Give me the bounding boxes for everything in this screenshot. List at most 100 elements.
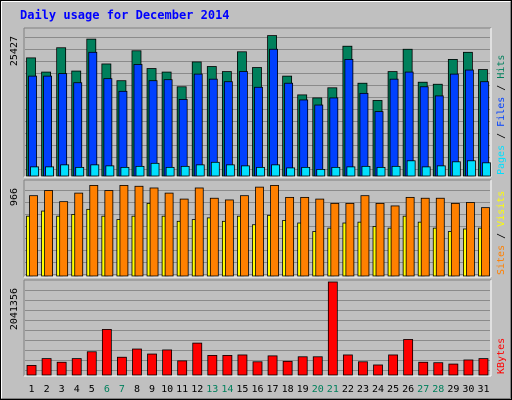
bar-sites	[300, 196, 310, 277]
bar-sites	[390, 205, 400, 277]
legend-pages: Pages	[496, 145, 507, 175]
bar-pages	[482, 162, 491, 177]
bar-pages	[271, 164, 280, 177]
bar-files	[88, 51, 98, 177]
bar-kbytes	[86, 351, 97, 376]
bar-kbytes	[177, 360, 188, 376]
legend-separator: /	[496, 127, 507, 145]
x-tick-label: 29	[447, 384, 459, 395]
bar-kbytes	[463, 359, 474, 376]
bar-pages	[436, 165, 446, 177]
y-axis-max-label: 25427	[9, 36, 20, 66]
bar-sites	[164, 192, 174, 277]
bar-files	[374, 111, 384, 177]
x-tick-label: 25	[387, 384, 399, 395]
plot-area	[24, 280, 491, 376]
bar-files	[133, 64, 143, 177]
x-tick-label: 17	[267, 384, 279, 395]
x-tick-label: 21	[327, 384, 339, 395]
bar-pages	[105, 165, 115, 177]
legend: Pages / Files / Hits	[496, 55, 507, 175]
bar-files	[239, 71, 248, 177]
bar-kbytes	[297, 356, 308, 376]
bar-files	[193, 73, 203, 177]
bar-sites	[240, 195, 249, 277]
bar-files	[359, 92, 369, 177]
x-tick-label: 27	[417, 384, 429, 395]
legend: Sites / Visits	[496, 191, 507, 275]
bar-sites	[59, 201, 69, 277]
bar-pages	[150, 162, 160, 177]
bar-pages	[90, 164, 100, 177]
bar-kbytes	[222, 355, 233, 376]
x-tick-label: 20	[312, 384, 324, 395]
x-tick-label: 28	[432, 384, 444, 395]
bar-kbytes	[403, 339, 414, 376]
bar-sites	[29, 195, 38, 277]
bar-sites	[435, 197, 445, 277]
x-tick-label: 9	[149, 384, 155, 395]
bar-sites	[149, 187, 159, 277]
bar-sites	[209, 197, 219, 277]
bar-pages	[210, 161, 220, 177]
bar-kbytes	[327, 281, 338, 376]
bar-files	[148, 80, 158, 177]
bar-kbytes	[433, 362, 444, 376]
bar-files	[208, 78, 218, 177]
bar-sites	[466, 202, 475, 277]
bar-sites	[255, 186, 264, 277]
legend-files: Files	[496, 97, 507, 127]
bar-kbytes	[418, 361, 429, 376]
legend-separator: /	[496, 227, 507, 245]
bar-pages	[60, 164, 70, 177]
bar-kbytes	[448, 363, 459, 376]
bar-sites	[89, 185, 99, 277]
bar-files	[58, 73, 68, 177]
bar-kbytes	[207, 355, 218, 376]
x-tick-label: 5	[89, 384, 95, 395]
bar-sites	[481, 207, 490, 277]
x-tick-label: 23	[357, 384, 369, 395]
bar-files	[480, 81, 489, 177]
legend-separator: /	[496, 79, 507, 97]
bar-pages	[376, 166, 386, 177]
bar-sites	[179, 198, 189, 277]
x-tick-label: 18	[282, 384, 294, 395]
x-tick-label: 30	[462, 384, 474, 395]
x-tick-label: 8	[134, 384, 140, 395]
panel-hits-files-pages: 25427 Pages / Files / Hits	[9, 27, 507, 178]
bar-kbytes	[147, 353, 157, 376]
bar-files	[163, 79, 173, 177]
legend-kbytes: KBytes	[496, 338, 507, 374]
bar-pages	[467, 160, 476, 177]
x-tick-label: 3	[59, 384, 65, 395]
bar-files	[73, 82, 83, 177]
bar-kbytes	[132, 348, 142, 376]
bar-kbytes	[312, 356, 323, 376]
bar-files	[434, 95, 444, 177]
x-tick-label: 10	[161, 384, 173, 395]
x-tick-label: 6	[104, 384, 110, 395]
bar-sites	[360, 195, 370, 277]
bar-sites	[194, 187, 204, 277]
x-tick-label: 16	[251, 384, 263, 395]
bar-files	[103, 78, 113, 177]
bar-pages	[421, 166, 431, 177]
bar-files	[299, 99, 309, 177]
x-tick-label: 12	[191, 384, 203, 395]
bar-sites	[420, 197, 430, 277]
bar-files	[178, 99, 188, 177]
legend-hits: Hits	[496, 55, 507, 79]
bar-files	[419, 86, 429, 177]
bar-sites	[450, 202, 460, 277]
x-tick-label: 11	[176, 384, 188, 395]
bar-kbytes	[237, 354, 248, 376]
bar-files	[223, 81, 233, 177]
bar-pages	[120, 166, 130, 177]
bar-files	[254, 86, 263, 177]
bar-sites	[315, 198, 325, 277]
bar-kbytes	[117, 356, 127, 376]
bar-pages	[346, 166, 356, 177]
legend-visits: Visits	[496, 191, 507, 227]
bar-pages	[30, 166, 39, 177]
